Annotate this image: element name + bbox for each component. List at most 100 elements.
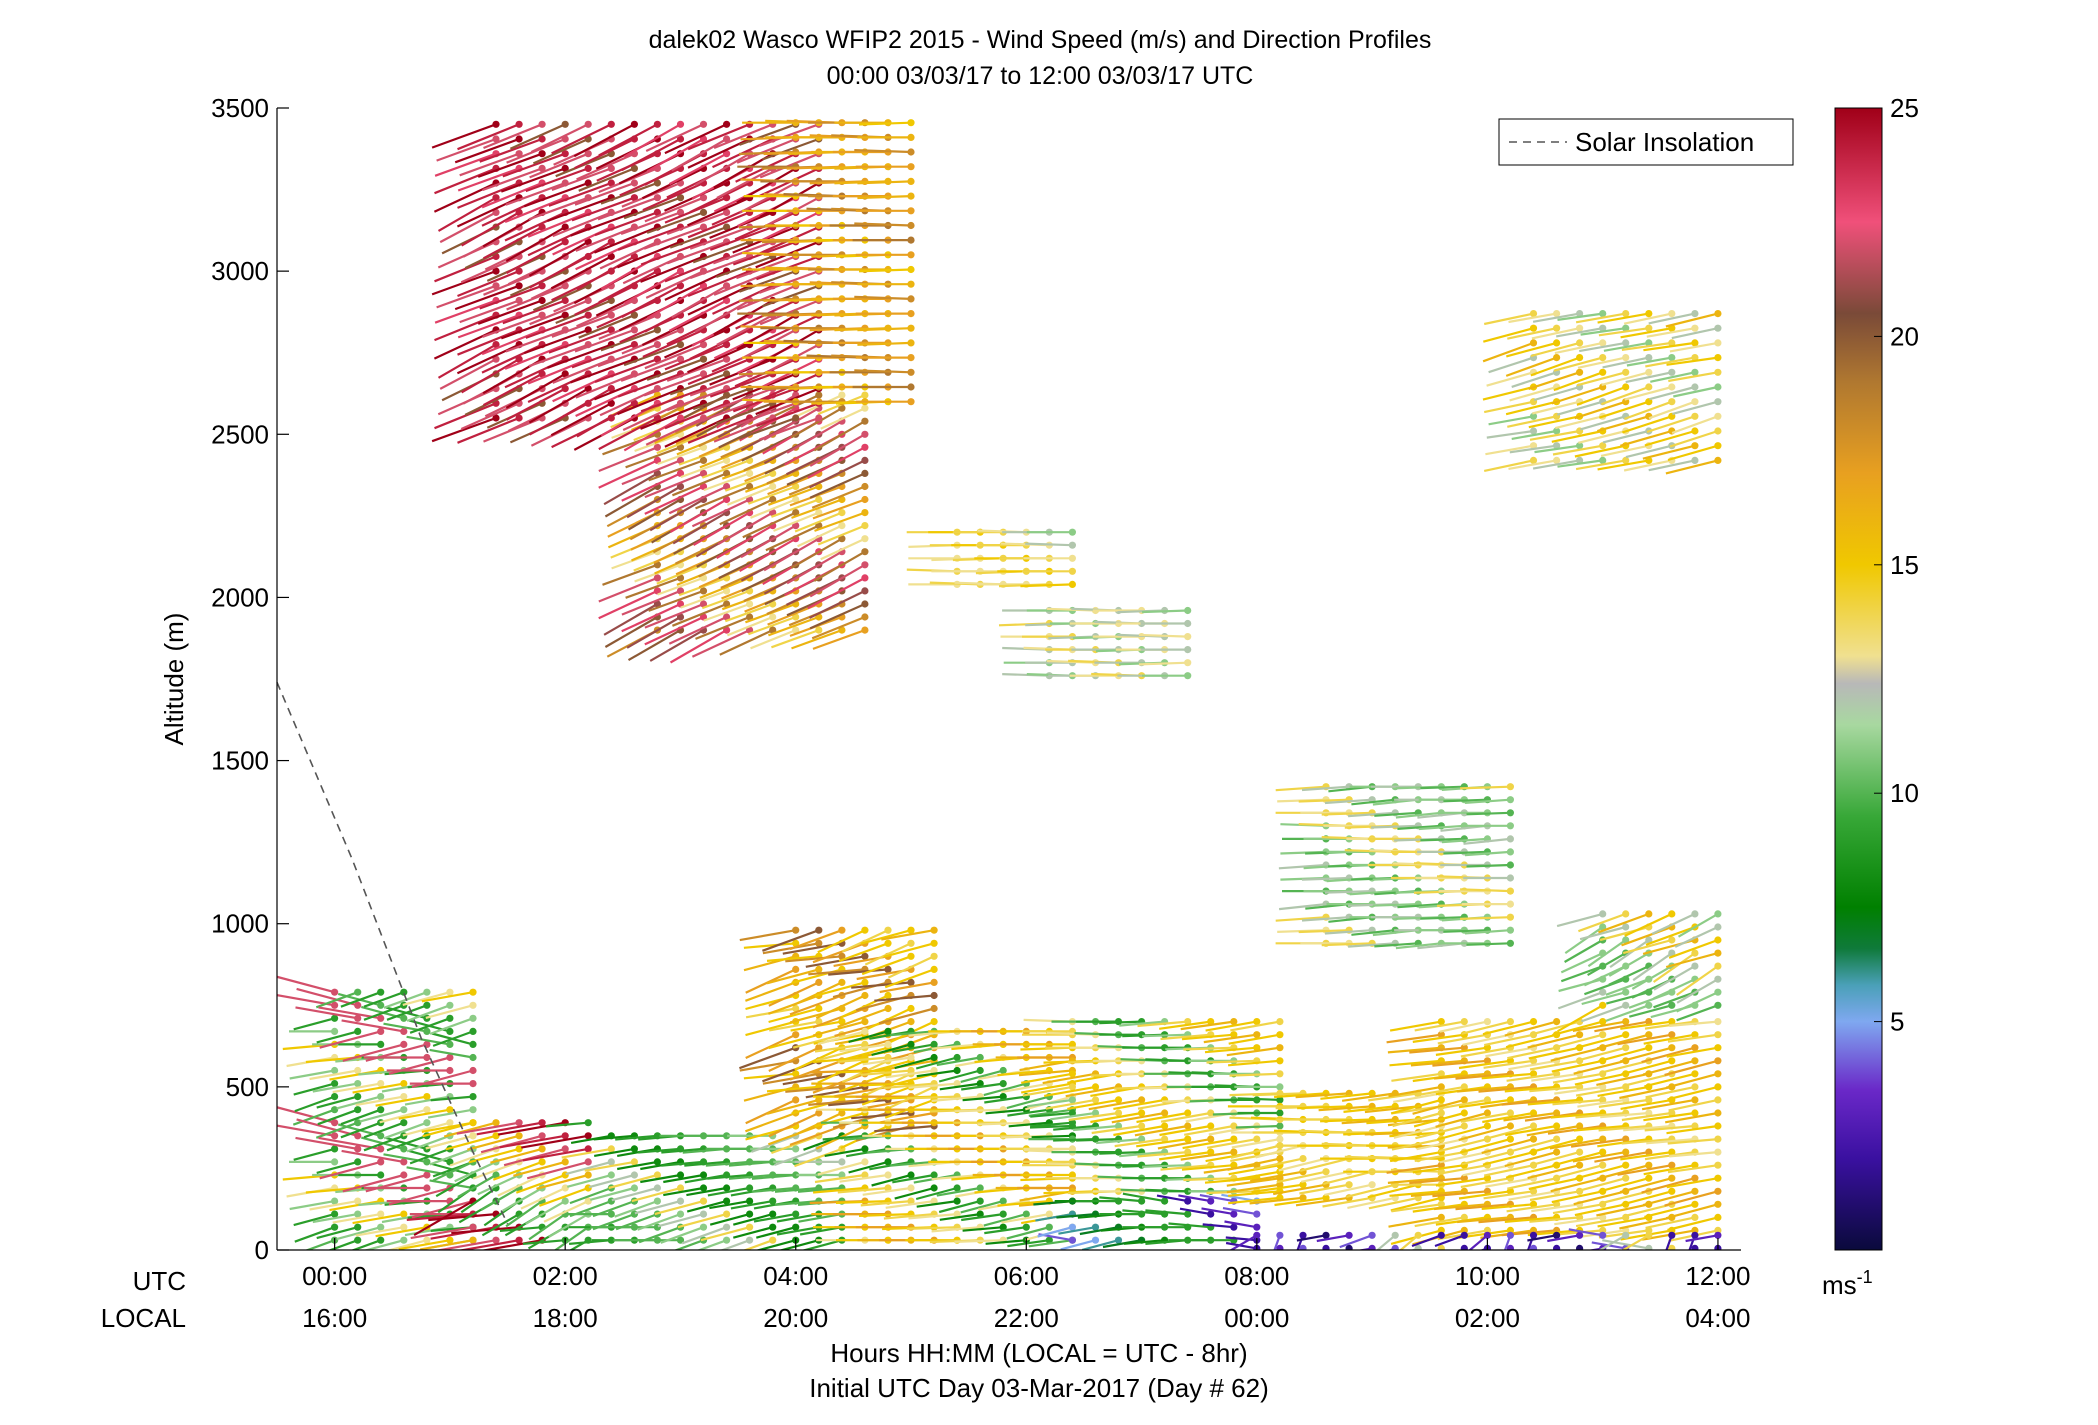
wind-barb-1599 — [597, 341, 662, 368]
wind-barb-1074 — [1529, 1244, 1538, 1250]
wind-barb-856 — [1412, 1096, 1468, 1115]
wind-barb-459 — [862, 1053, 915, 1066]
wind-barb-1230 — [1609, 936, 1653, 969]
wind-barb-1461 — [439, 208, 500, 244]
wind-barb-1578 — [571, 341, 639, 369]
wind-barb-1078 — [1576, 1244, 1584, 1250]
wind-barb-1467 — [431, 120, 500, 149]
wind-barb-1035 — [1665, 1200, 1722, 1220]
wind-barb-118 — [406, 1001, 454, 1022]
wind-barb-265 — [733, 1210, 777, 1226]
colorbar-tick-label-2: 15 — [1890, 550, 1919, 580]
wind-barb-1038 — [1667, 1161, 1722, 1174]
wind-barb-1615 — [623, 414, 685, 452]
wind-barb-1488 — [457, 120, 523, 151]
wind-barb-405 — [874, 991, 938, 1002]
wind-barb-691 — [1136, 1135, 1192, 1148]
wind-barb-1084 — [1602, 1239, 1653, 1250]
wind-barb-1580 — [578, 311, 639, 339]
wind-barb-1862 — [855, 398, 915, 406]
wind-barb-1492 — [482, 370, 546, 407]
wind-barb-249 — [686, 1184, 731, 1197]
wind-barb-1593 — [573, 120, 639, 158]
wind-barb-1655 — [646, 135, 708, 173]
wind-barb-109 — [402, 1119, 454, 1137]
wind-barb-195 — [536, 1171, 592, 1190]
wind-barb-1670 — [669, 223, 731, 249]
wind-barb-69 — [363, 1119, 408, 1139]
chart-title-line1: dalek02 Wasco WFIP2 2015 - Wind Speed (m… — [649, 26, 1432, 54]
wind-barb-905 — [1484, 1122, 1538, 1141]
wind-barb-1428 — [812, 626, 869, 650]
wind-barb-969 — [1576, 1174, 1630, 1193]
wind-barb-1741 — [759, 414, 823, 441]
wind-barb-1051 — [1229, 1231, 1261, 1250]
wind-barb-1486 — [459, 150, 523, 177]
wind-barb-37 — [295, 1006, 362, 1022]
wind-barb-133 — [411, 1066, 477, 1088]
wind-barb-158 — [445, 1132, 500, 1151]
wind-barb-1579 — [574, 326, 639, 353]
wind-barb-1625 — [623, 267, 685, 305]
wind-barb-75 — [342, 1040, 408, 1062]
wind-barb-1584 — [576, 252, 639, 291]
wind-barb-1399 — [773, 508, 823, 532]
wind-barb-748 — [1235, 1122, 1284, 1130]
wind-barb-970 — [1575, 1161, 1630, 1180]
wind-barb-377 — [838, 939, 892, 963]
wind-barb-1574 — [576, 399, 639, 438]
wind-barb-604 — [1156, 1194, 1192, 1205]
wind-barb-904 — [1481, 1135, 1538, 1154]
wind-barb-1240 — [1624, 910, 1676, 937]
wind-barb-1054 — [1298, 1244, 1307, 1250]
wind-barb-169 — [456, 1119, 523, 1135]
wind-barb-1390 — [771, 626, 823, 649]
wind-barb-873 — [1437, 1096, 1491, 1110]
legend: Solar Insolation — [1498, 118, 1794, 166]
wind-barb-692 — [1134, 1122, 1192, 1137]
wind-barb-524 — [962, 1093, 1007, 1102]
wind-barb-1314 — [669, 626, 731, 664]
wind-barb-1053 — [1273, 1231, 1284, 1250]
wind-barb-21 — [316, 1223, 362, 1240]
wind-barb-727 — [1181, 1031, 1238, 1041]
wind-barb-296 — [794, 1158, 846, 1166]
wind-barb-1362 — [719, 495, 777, 526]
y-axis-label: Altitude (m) — [159, 613, 189, 746]
wind-barb-1417 — [797, 522, 846, 548]
wind-barb-1200 — [1460, 887, 1514, 895]
wind-barb-1210 — [1557, 988, 1607, 1010]
wind-barb-432 — [837, 1184, 892, 1194]
wind-barb-40 — [350, 1236, 385, 1250]
wind-barb-224 — [617, 1158, 662, 1171]
wind-barb-134 — [429, 1048, 477, 1062]
x-tick-local-3: 22:00 — [994, 1303, 1059, 1333]
wind-barb-41 — [336, 1223, 385, 1241]
wind-barb-1248 — [1651, 910, 1699, 935]
wind-barb-27 — [295, 1136, 362, 1153]
wind-barb-460 — [871, 1040, 915, 1057]
wind-barb-1548 — [525, 164, 592, 193]
x-tick-utc-3: 06:00 — [994, 1261, 1059, 1291]
wind-barb-1381 — [750, 495, 800, 519]
wind-barb-407 — [884, 965, 938, 989]
wind-barb-1203 — [1464, 848, 1514, 857]
wind-barb-70 — [359, 1106, 408, 1123]
wind-barb-131 — [430, 1093, 477, 1102]
wind-barb-207 — [561, 1145, 615, 1159]
wind-barb-1308 — [648, 456, 708, 482]
wind-barb-241 — [663, 1171, 708, 1184]
wind-barb-1209 — [1557, 1001, 1607, 1033]
wind-barb-80 — [385, 1236, 431, 1250]
wind-barb-1315 — [668, 613, 731, 645]
wind-barb-1076 — [1553, 1244, 1561, 1250]
wind-barb-1418 — [794, 508, 846, 533]
wind-barb-872 — [1435, 1109, 1491, 1128]
wind-barb-1477 — [454, 282, 523, 311]
wind-barb-937 — [1530, 1148, 1584, 1167]
wind-barb-677 — [1114, 1135, 1169, 1148]
x-tick-local-0: 16:00 — [302, 1303, 367, 1333]
wind-barb-1443 — [809, 430, 869, 467]
wind-barb-326 — [768, 978, 823, 1007]
